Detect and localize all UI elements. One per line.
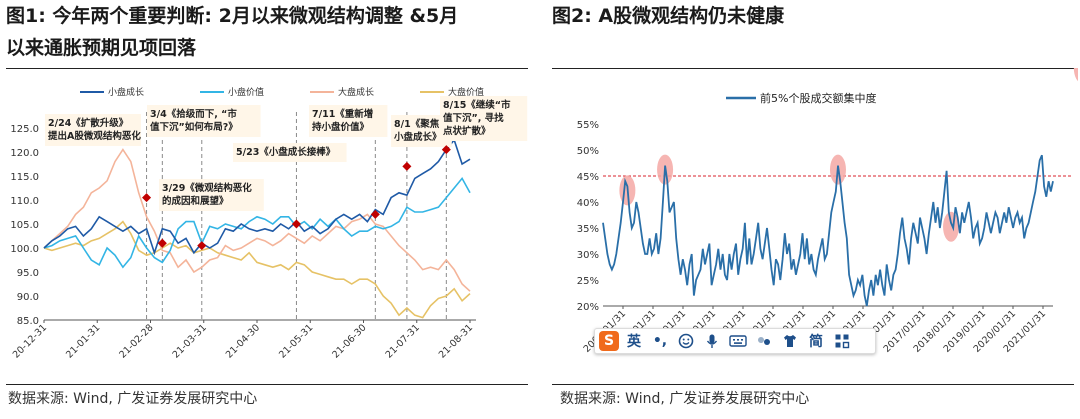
y-tick-label: 95.0 — [17, 268, 39, 279]
y-tick-label: 100.0 — [10, 244, 39, 255]
x-tick-label: 21-04-30 — [224, 322, 262, 360]
x-tick-label: 21-08-31 — [437, 322, 475, 360]
y-tick-label: 20% — [577, 302, 599, 313]
annotation-diamond — [142, 193, 152, 203]
annotation-line: 值下沉”如何布局?》 — [150, 121, 238, 133]
ime-language-toggle[interactable]: 英 — [627, 334, 641, 350]
shirt-icon[interactable] — [779, 331, 801, 351]
annotation-label: 7/11《重新增持小盘价值》 — [312, 108, 373, 133]
y-tick-label: 30% — [577, 250, 599, 261]
annotation-line: 8/1《聚焦 — [394, 118, 440, 130]
y-tick-label: 55% — [577, 120, 599, 131]
y-tick-label: 45% — [577, 172, 599, 183]
left-chart-title: 图1: 今年两个重要判断: 2月以来微观结构调整 &5月 以来通胀预期见项回落 — [6, 0, 526, 64]
annotation-line: 的成因和展望》 — [162, 195, 229, 207]
annotation-line: 5/23《小盘成长接棒》 — [236, 146, 335, 158]
series-line-0 — [43, 138, 471, 256]
left-source: 数据来源: Wind, 广发证券发展研究中心 — [8, 391, 258, 407]
ime-simplified-toggle[interactable]: 简 — [809, 334, 823, 350]
legend-label: 小盘价值 — [228, 86, 264, 98]
x-tick-label: 21-06-30 — [330, 322, 368, 360]
annotation-line: 值下沉”, 寻找 — [443, 112, 504, 124]
sogou-logo-icon[interactable]: S — [599, 331, 619, 351]
y-tick-label: 40% — [577, 198, 599, 209]
annotation-diamond — [157, 238, 167, 248]
y-tick-label: 115.0 — [10, 172, 39, 183]
annotation-label: 5/23《小盘成长接棒》 — [236, 146, 335, 158]
y-tick-label: 105.0 — [10, 220, 39, 231]
annotation-box — [45, 114, 141, 146]
y-tick-label: 85.0 — [17, 316, 39, 327]
x-tick-label: 20-12-31 — [11, 322, 49, 360]
legend-label: 大盘成长 — [338, 86, 374, 98]
annotation-label: 8/15《继续“市值下沉”, 寻找点状扩散》 — [443, 99, 511, 137]
x-tick-label: 21-07-31 — [384, 322, 422, 360]
left-top-rule — [6, 68, 528, 69]
left-chart: 85.0 90.0 95.0 100.0 105.0 110.0 115.0 120.0 125… — [10, 86, 528, 361]
series-line-1 — [43, 176, 471, 269]
emoji-icon[interactable] — [675, 331, 697, 351]
annotation-diamond — [441, 145, 451, 155]
ime-toolbar[interactable]: S 英 •, 简 — [594, 328, 876, 354]
grid-menu-icon[interactable] — [831, 331, 853, 351]
y-tick-label: 125.0 — [10, 124, 39, 135]
annotation-box — [440, 96, 528, 141]
right-top-rule — [552, 68, 1074, 69]
annotation-line: 3/29《微观结构恶化 — [162, 182, 252, 194]
annotation-line: 持小盘价值》 — [312, 121, 369, 133]
left-bottom-rule — [6, 384, 528, 385]
x-tick-label: 21-05-31 — [277, 322, 315, 360]
y-tick-label: 110.0 — [10, 196, 39, 207]
series-line-3 — [43, 220, 471, 319]
annotation-line: 2/24《扩散升级》 — [48, 117, 128, 129]
y-tick-label: 90.0 — [17, 292, 39, 303]
microphone-icon[interactable] — [701, 331, 723, 351]
annotation-label: 3/29《微观结构恶化的成因和展望》 — [162, 182, 252, 207]
legend-label: 小盘成长 — [108, 86, 144, 98]
skin-icon[interactable] — [753, 331, 775, 351]
annotation-line: 点状扩散》 — [443, 125, 491, 137]
right-source: 数据来源: Wind, 广发证券发展研究中心 — [560, 391, 810, 407]
ime-punctuation-toggle[interactable]: •, — [652, 333, 668, 349]
annotation-box — [147, 105, 261, 137]
x-tick-label: 21-03-31 — [171, 322, 209, 360]
x-tick-label: 21-02-28 — [117, 322, 155, 360]
annotation-diamond — [402, 161, 412, 171]
y-tick-label: 50% — [577, 146, 599, 157]
keyboard-icon[interactable] — [727, 331, 749, 351]
y-tick-label: 120.0 — [10, 148, 39, 159]
annotation-label: 3/4《拾级而下, “市值下沉”如何布局?》 — [150, 108, 238, 133]
left-title-line2: 以来通胀预期见项回落 — [6, 37, 197, 59]
annotation-line: 小盘成长》 — [393, 131, 442, 143]
peak-highlight — [1073, 68, 1078, 82]
right-chart-title: 图2: A股微观结构仍未健康 — [552, 5, 785, 27]
series-line-concentration — [602, 154, 1054, 307]
left-title-line1: 图1: 今年两个重要判断: 2月以来微观结构调整 &5月 — [6, 5, 459, 27]
x-tick-label: 21-01-31 — [64, 322, 102, 360]
annotation-line: 3/4《拾级而下, “市 — [150, 108, 237, 120]
annotation-label: 2/24《扩散升级》提出A股微观结构恶化 — [48, 117, 141, 142]
legend-label: 前5%个股成交额集中度 — [760, 91, 876, 105]
annotation-box — [159, 179, 264, 211]
annotation-line: 8/15《继续“市 — [443, 99, 511, 111]
y-tick-label: 35% — [577, 224, 599, 235]
legend-label: 大盘价值 — [448, 86, 484, 98]
annotation-box — [309, 105, 388, 137]
annotation-diamond — [291, 219, 301, 229]
annotation-box — [233, 143, 347, 162]
annotation-label: 8/1《聚焦小盘成长》 — [393, 118, 442, 143]
annotation-line: 提出A股微观结构恶化 — [48, 130, 141, 142]
right-bottom-rule — [552, 384, 1074, 385]
y-tick-label: 25% — [577, 276, 599, 287]
annotation-line: 7/11《重新增 — [312, 108, 373, 120]
series-line-2 — [43, 148, 471, 292]
